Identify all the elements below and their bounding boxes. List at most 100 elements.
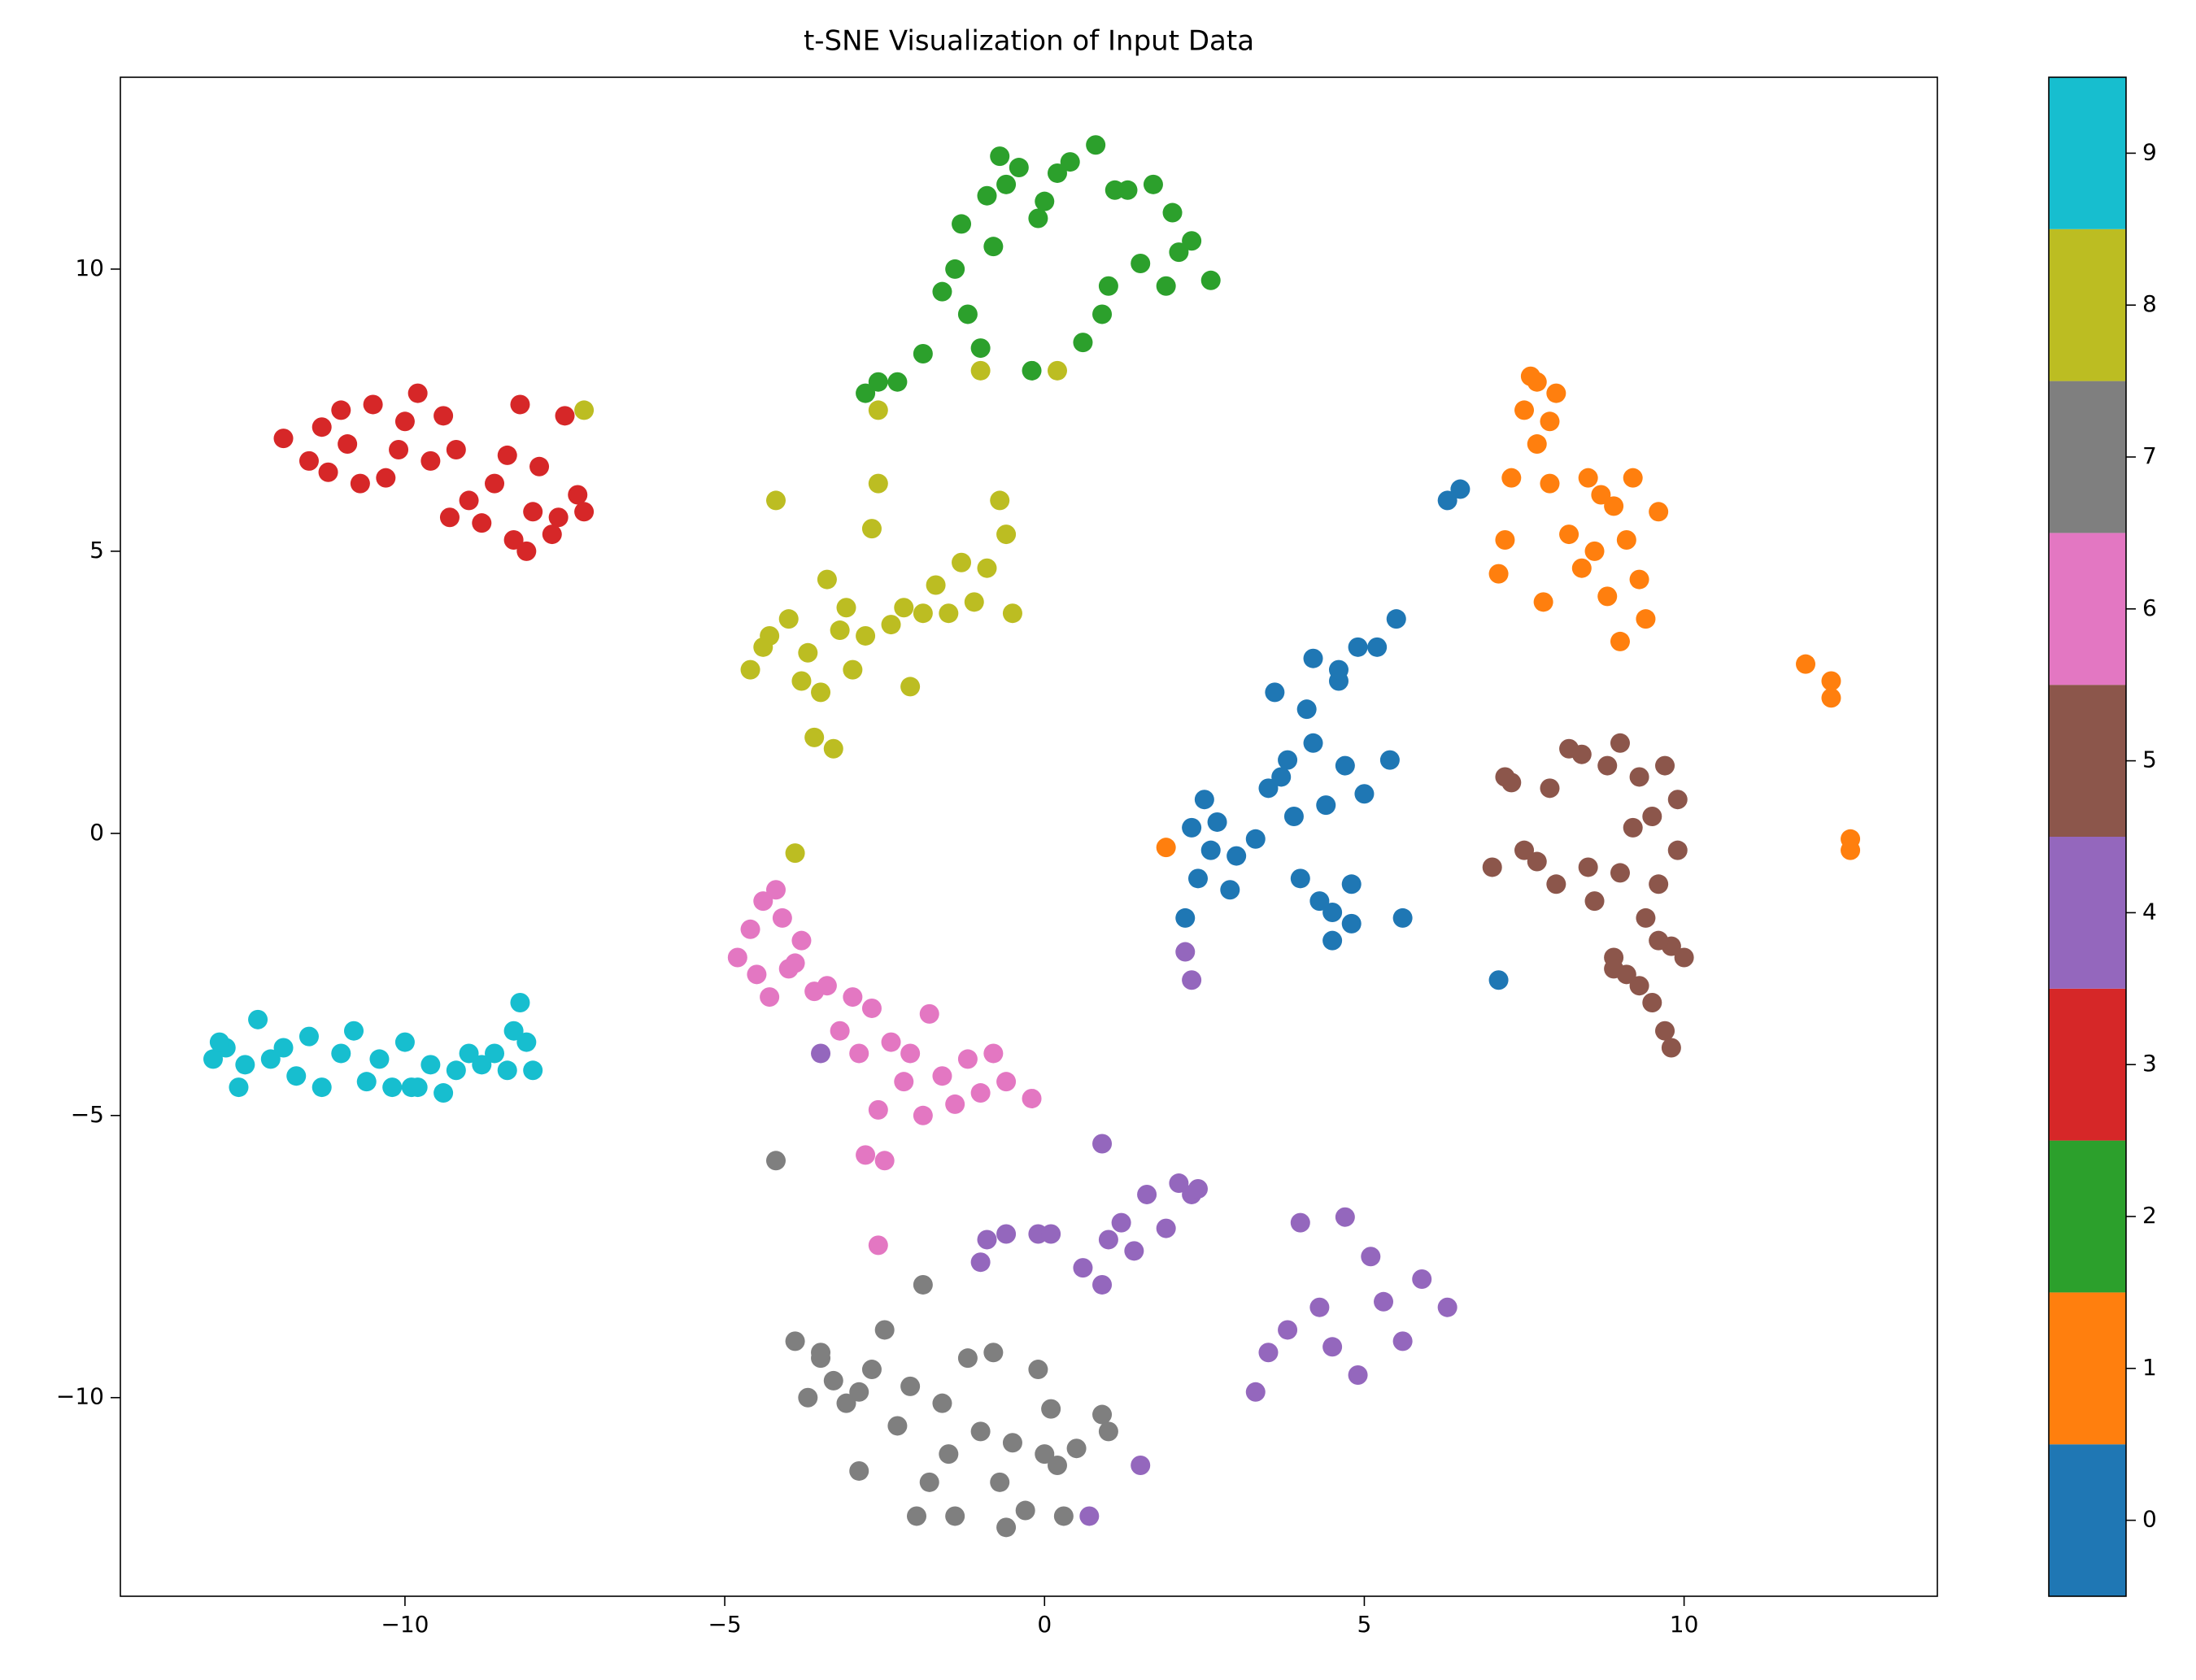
scatter-point: [1392, 907, 1413, 928]
scatter-point: [823, 738, 843, 759]
scatter-point: [996, 1224, 1017, 1244]
scatter-point: [932, 1393, 952, 1413]
scatter-point: [1041, 1224, 1061, 1244]
scatter-point: [1616, 530, 1636, 551]
scatter-point: [1341, 874, 1362, 894]
scatter-point: [1111, 1212, 1131, 1233]
scatter-point: [516, 541, 537, 561]
scatter-point: [1527, 372, 1547, 392]
scatter-point: [1527, 434, 1547, 455]
scatter-point: [996, 174, 1017, 194]
scatter-point: [1022, 360, 1042, 381]
scatter-point: [1661, 1038, 1681, 1058]
scatter-point: [1604, 959, 1624, 979]
scatter-point: [472, 1055, 492, 1075]
x-tick-label: 10: [1670, 1611, 1699, 1638]
scatter-point: [209, 1032, 229, 1052]
scatter-point: [945, 1506, 965, 1526]
scatter-point: [1540, 473, 1560, 494]
scatter-point: [338, 434, 358, 455]
scatter-point: [1341, 913, 1362, 934]
scatter-point: [945, 1094, 965, 1114]
scatter-point: [868, 473, 888, 494]
scatter-point: [1073, 1258, 1093, 1278]
scatter-point: [1796, 654, 1816, 674]
scatter-point: [952, 552, 972, 572]
scatter-point: [868, 372, 888, 392]
colorbar-segment: [2049, 228, 2126, 381]
scatter-point: [811, 682, 831, 703]
scatter-point: [1623, 817, 1643, 838]
colorbar-tick-label: 7: [2142, 442, 2157, 469]
scatter-point: [516, 1032, 537, 1052]
scatter-point: [318, 462, 338, 482]
scatter-point: [1098, 276, 1118, 296]
scatter-point: [1604, 496, 1624, 516]
scatter-point: [1597, 755, 1618, 776]
scatter-point: [446, 439, 466, 459]
scatter-point: [1629, 569, 1649, 590]
scatter-point: [1392, 1331, 1413, 1351]
scatter-point: [977, 185, 997, 206]
scatter-point: [1200, 840, 1221, 860]
scatter-point: [811, 1343, 831, 1363]
scatter-point: [887, 1416, 908, 1436]
scatter-point: [1169, 1173, 1189, 1194]
scatter-point: [785, 843, 805, 864]
scatter-point: [900, 1376, 921, 1396]
scatter-point: [740, 659, 760, 680]
scatter-point: [849, 1460, 869, 1481]
scatter-point: [1540, 778, 1560, 799]
scatter-point: [1629, 976, 1649, 996]
scatter-point: [772, 907, 792, 928]
scatter-point: [1540, 411, 1560, 432]
scatter-point: [791, 671, 812, 691]
scatter-point: [1821, 671, 1841, 691]
scatter-point: [939, 603, 959, 624]
scatter-point: [1642, 993, 1662, 1013]
colorbar-tick-label: 3: [2142, 1050, 2157, 1077]
colorbar-tick-label: 1: [2142, 1354, 2157, 1381]
scatter-point: [1335, 1207, 1355, 1227]
scatter-point: [401, 1077, 421, 1098]
scatter-point: [568, 485, 588, 505]
scatter-point: [1674, 947, 1694, 968]
scatter-point: [1073, 333, 1093, 353]
scatter-point: [1571, 558, 1592, 578]
scatter-point: [1207, 812, 1227, 832]
scatter-point: [1041, 1399, 1061, 1419]
scatter-point: [1361, 1247, 1381, 1267]
scatter-point: [861, 519, 882, 539]
scatter-point: [990, 1472, 1010, 1492]
scatter-point: [970, 1421, 991, 1442]
scatter-point: [203, 1049, 224, 1069]
scatter-point: [1649, 930, 1669, 951]
scatter-point: [887, 372, 908, 392]
scatter-point: [970, 360, 991, 381]
scatter-point: [1035, 1444, 1055, 1465]
scatter-point: [1169, 242, 1189, 263]
scatter-point: [1092, 1274, 1113, 1295]
x-tick-label: −5: [708, 1611, 741, 1638]
scatter-point: [1182, 970, 1202, 990]
scatter-point: [1597, 586, 1618, 607]
scatter-point: [760, 625, 780, 646]
scatter-point: [1584, 541, 1605, 561]
scatter-point: [1200, 270, 1221, 290]
scatter-point: [823, 1370, 843, 1391]
y-tick-label: 10: [75, 255, 104, 281]
scatter-point: [849, 1382, 869, 1402]
scatter-point: [1086, 135, 1106, 155]
scatter-point: [740, 919, 760, 939]
scatter-point: [1156, 276, 1176, 296]
scatter-point: [861, 998, 882, 1018]
scatter-point: [894, 598, 914, 618]
colorbar-segment: [2049, 1140, 2126, 1293]
scatter-point: [1649, 502, 1669, 522]
scatter-point: [785, 953, 805, 973]
scatter-point: [1591, 485, 1611, 505]
scatter-point: [817, 569, 837, 590]
scatter-point: [919, 1472, 939, 1492]
scatter-point: [1488, 564, 1509, 584]
scatter-point: [298, 450, 319, 471]
